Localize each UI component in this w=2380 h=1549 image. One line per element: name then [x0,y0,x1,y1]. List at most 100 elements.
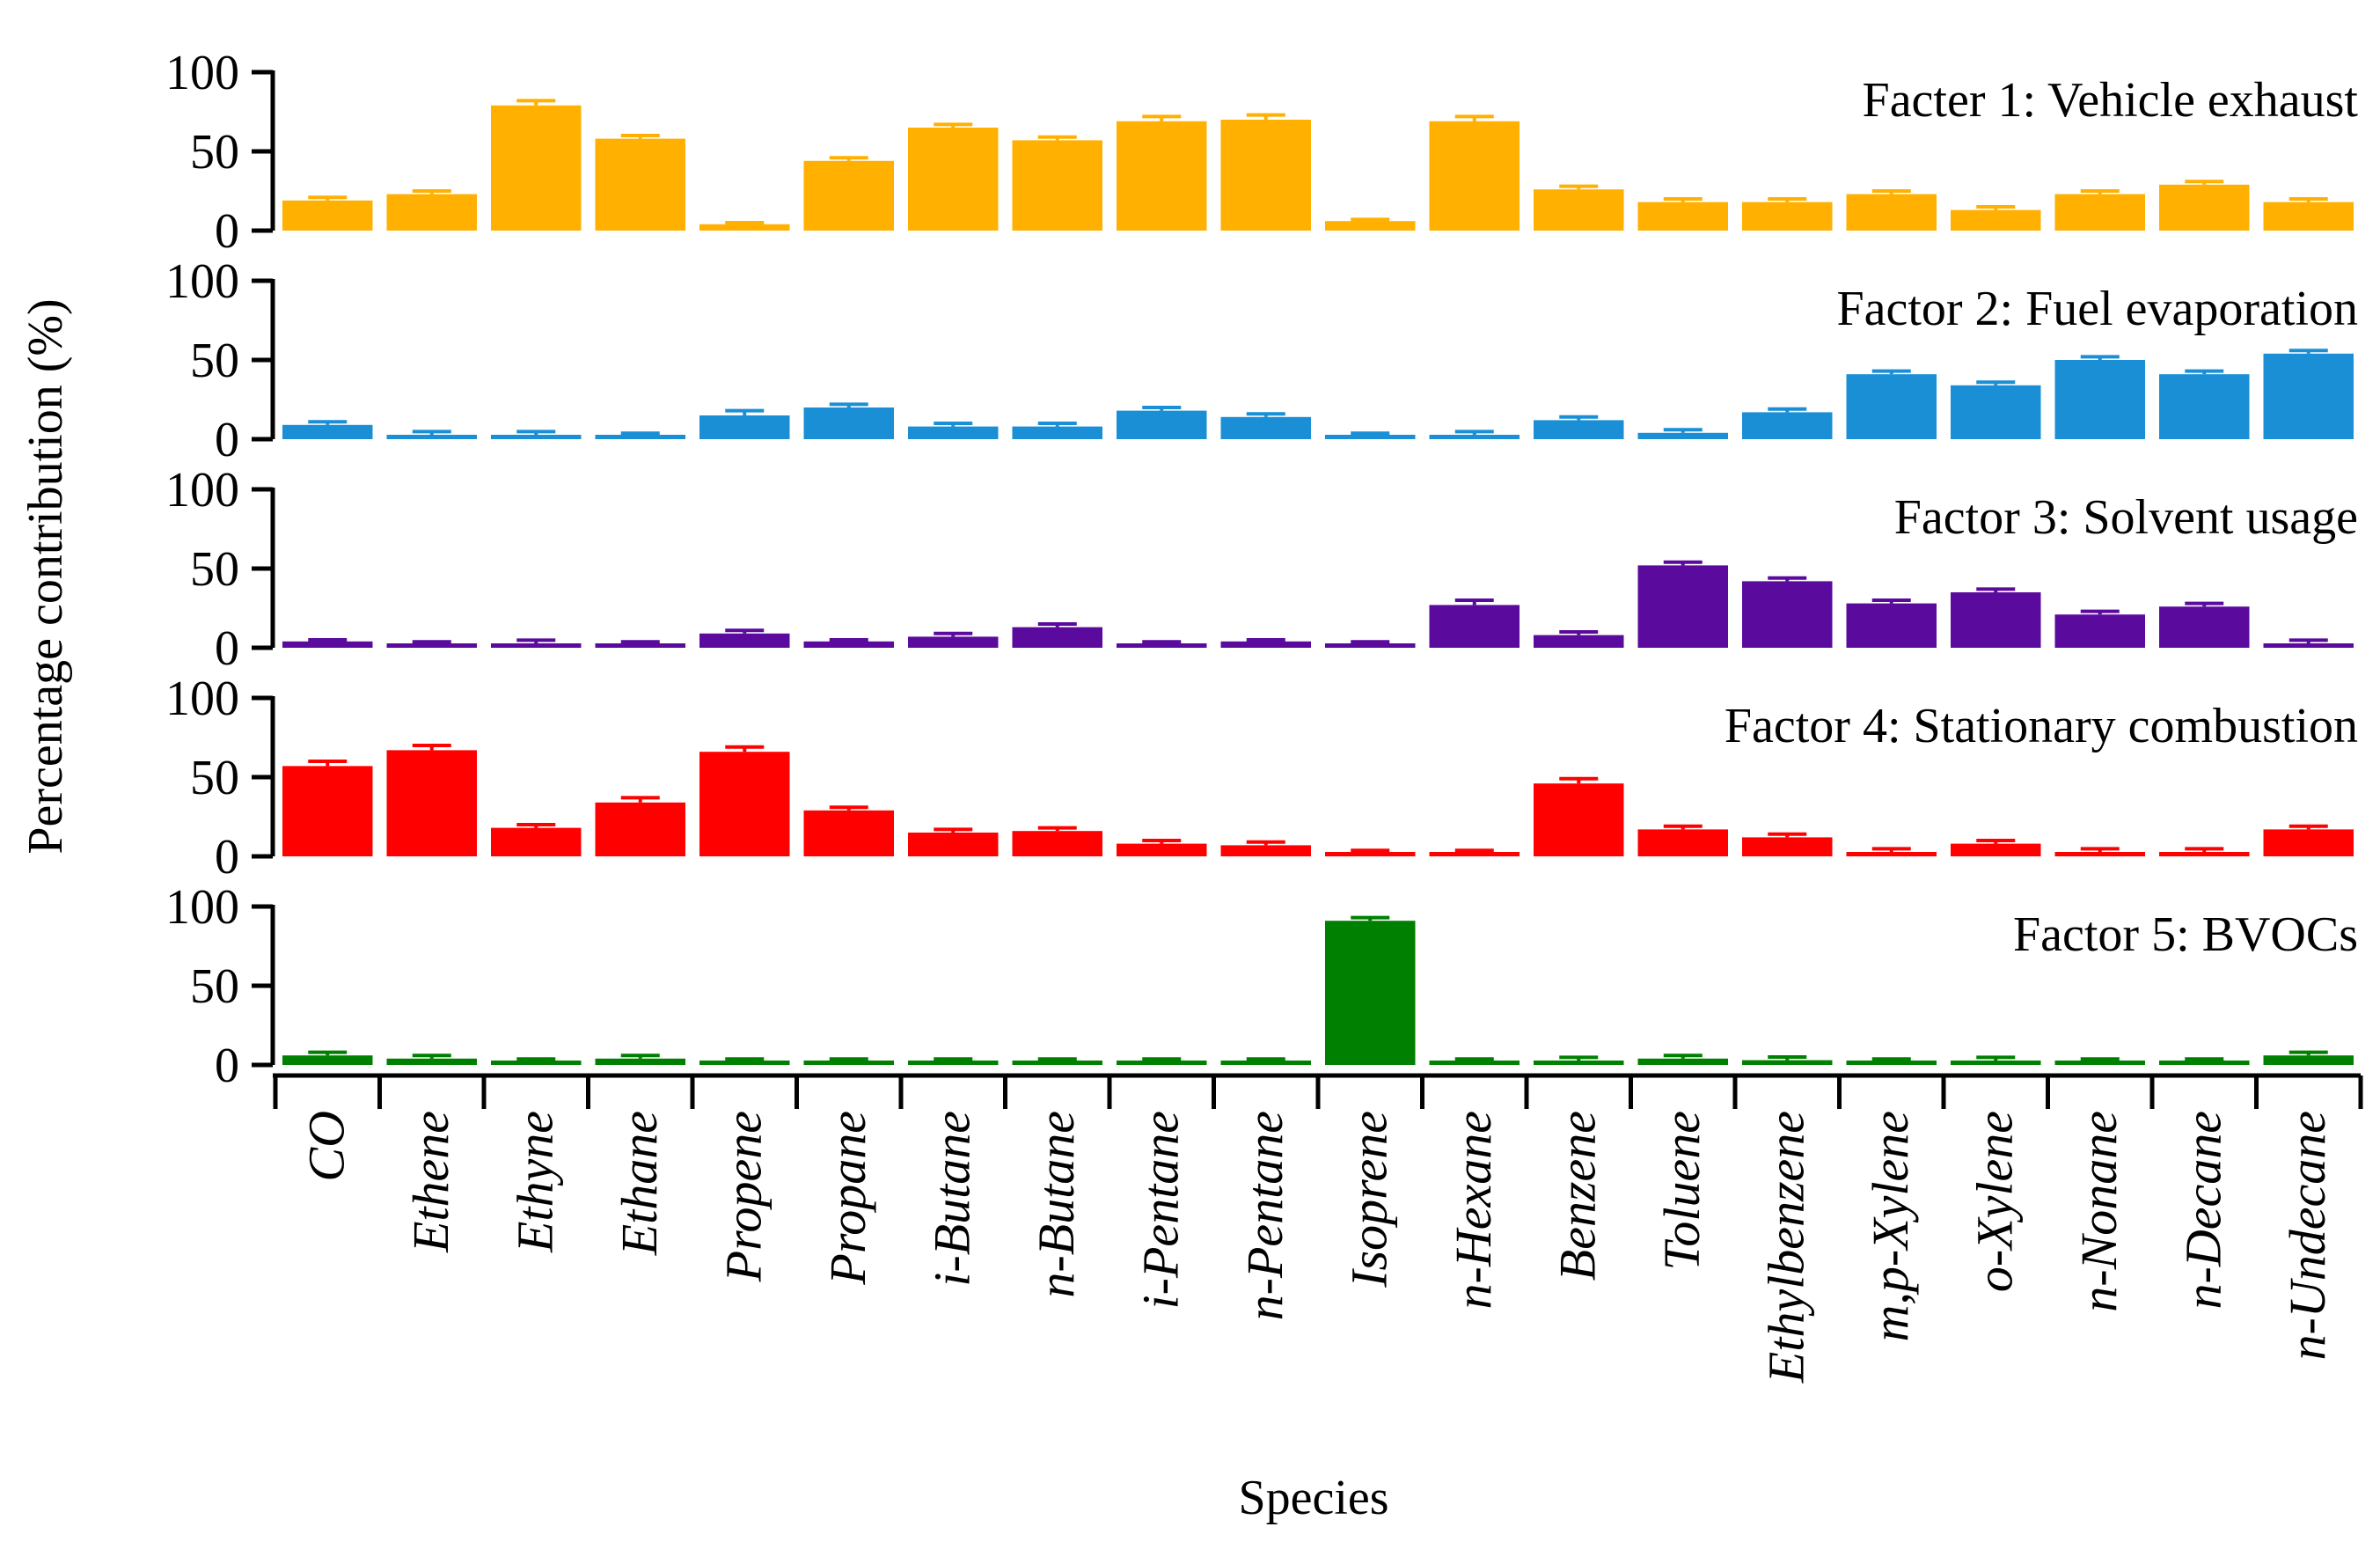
bar [386,435,477,439]
bar [282,641,373,648]
bar [282,1055,373,1065]
bar [2263,202,2354,231]
bar [282,766,373,856]
y-tick-label: 100 [165,46,239,100]
bar [803,1061,894,1065]
bar [1742,1060,1833,1065]
bar [595,138,685,231]
x-tick-label: n-Butane [1028,1111,1085,1298]
bar [1325,921,1416,1065]
panel-title: Factor 4: Stationary combustion [1725,699,2358,753]
bar [386,194,477,231]
y-axis-title: Percentage contribution (%) [18,298,73,854]
y-tick-label: 50 [190,334,239,388]
bar [2054,194,2145,231]
panel-2: 0 50 100 Factor 2: Fuel evaporation [165,254,2358,467]
bar [1637,565,1728,648]
x-tick-label: n-Nonane [2070,1111,2127,1312]
x-tick-label: n-Pentane [1236,1111,1293,1320]
bar [2054,1061,2145,1065]
x-tick-label: i-Butane [923,1111,980,1287]
x-axis: CO Ethene Ethyne Ethane Propene Propane i-Buta… [273,1073,2363,1384]
bar [282,424,373,439]
bar [908,833,999,856]
bar [699,415,790,439]
y-tick-label: 100 [165,880,239,935]
bar [1846,603,1937,648]
panel-title: Factor 5: BVOCs [2013,907,2358,962]
y-tick-label: 100 [165,672,239,726]
bar [386,643,477,648]
bar [491,643,582,648]
bar [1012,1061,1102,1065]
bar [1637,202,1728,231]
bar [699,1061,790,1065]
bar [803,641,894,648]
bar [491,105,582,231]
x-tick-label: m,p-Xylene [1862,1111,1919,1341]
panel-1: 0 50 100 Facter 1: Vehicle exhaust [165,46,2358,259]
bar [1429,435,1520,439]
y-tick-label: 100 [165,254,239,309]
bar [1429,1061,1520,1065]
bar [1429,852,1520,856]
y-tick-label: 50 [190,751,239,805]
bar [1534,189,1624,231]
bar [1742,412,1833,439]
bar [699,752,790,856]
bar [1220,120,1311,231]
bar [1846,374,1937,439]
y-tick-label: 0 [215,830,239,885]
bar [282,200,373,231]
bar [699,633,790,648]
bar [1325,852,1416,856]
bar [908,426,999,439]
bar [2054,360,2145,439]
y-tick-label: 50 [190,542,239,597]
bar [595,643,685,648]
bar [1117,643,1207,648]
panel-title: Facter 1: Vehicle exhaust [1863,73,2359,128]
panel-5: 0 50 100 Factor 5: BVOCs [165,880,2358,1093]
x-tick-label: CO [297,1111,355,1182]
panel-title: Factor 3: Solvent usage [1894,490,2358,545]
bar [908,128,999,231]
bar [1846,852,1937,856]
y-tick-label: 0 [215,621,239,676]
bar [2159,374,2250,439]
bar [1534,783,1624,856]
panel-4: 0 50 100 Factor 4: Stationary combustion [165,672,2358,885]
y-tick-label: 50 [190,125,239,180]
bar [1220,416,1311,439]
bar [1117,121,1207,231]
panel-title: Factor 2: Fuel evaporation [1836,282,2358,336]
y-tick-label: 50 [190,959,239,1014]
x-tick-label: Toluene [1653,1111,1710,1271]
bar [1742,202,1833,231]
bar [595,1058,685,1065]
bar [1846,1061,1937,1065]
x-tick-label: n-Decane [2174,1111,2231,1309]
bar [1325,221,1416,231]
bar [1117,410,1207,439]
bar [1012,426,1102,439]
bar [2054,614,2145,648]
bar [2263,353,2354,439]
bar [1534,420,1624,439]
bar [803,407,894,439]
x-tick-label: Propene [714,1111,772,1282]
x-tick-label: o-Xylene [1966,1111,2023,1292]
bar [1012,140,1102,231]
bar [2159,1061,2250,1065]
y-tick-label: 0 [215,204,239,259]
x-tick-label: Benzene [1549,1111,1606,1281]
bar [1951,843,2041,856]
x-tick-label: Ethylbenzene [1757,1111,1814,1384]
bar [1742,837,1833,856]
bar [1534,635,1624,648]
bar [2263,1055,2354,1065]
bar [1846,194,1937,231]
bar [1429,605,1520,648]
bar [1325,435,1416,439]
bar [2159,606,2250,648]
